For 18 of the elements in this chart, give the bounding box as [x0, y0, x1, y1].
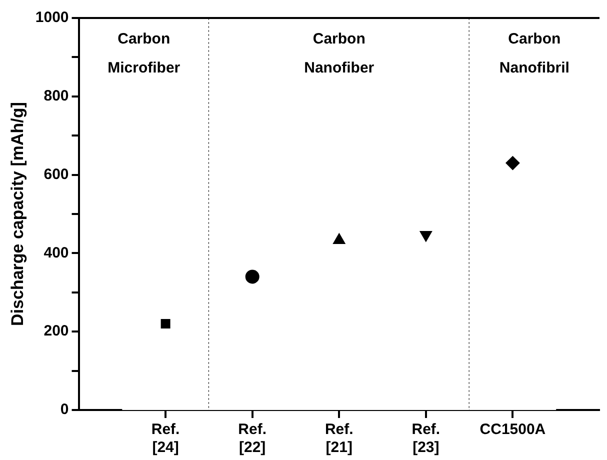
band-label: Carbon Nanofiber: [304, 30, 374, 77]
x-tick-label: Ref. [21]: [324, 421, 354, 456]
band-label: Carbon Microfiber: [108, 30, 180, 77]
y-tick-label: 0: [60, 401, 69, 418]
y-tick-label: 800: [44, 88, 69, 105]
point: [245, 270, 260, 284]
y-axis-title: Discharge capacity [mAh/g]: [8, 102, 27, 326]
x-tick-label: Ref. [24]: [151, 421, 180, 456]
x-tick-label: Ref. [23]: [412, 421, 440, 456]
point: [506, 156, 520, 170]
x-tick-label: CC1500A: [480, 421, 546, 438]
y-tick-label: 400: [44, 244, 69, 262]
y-tick-label: 1000: [35, 9, 69, 26]
band-label: Carbon Nanofibril: [499, 30, 570, 77]
y-tick-label: 200: [44, 322, 69, 340]
point: [160, 319, 170, 329]
x-tick-label: Ref. [22]: [238, 421, 267, 456]
y-tick-label: 600: [44, 166, 69, 183]
